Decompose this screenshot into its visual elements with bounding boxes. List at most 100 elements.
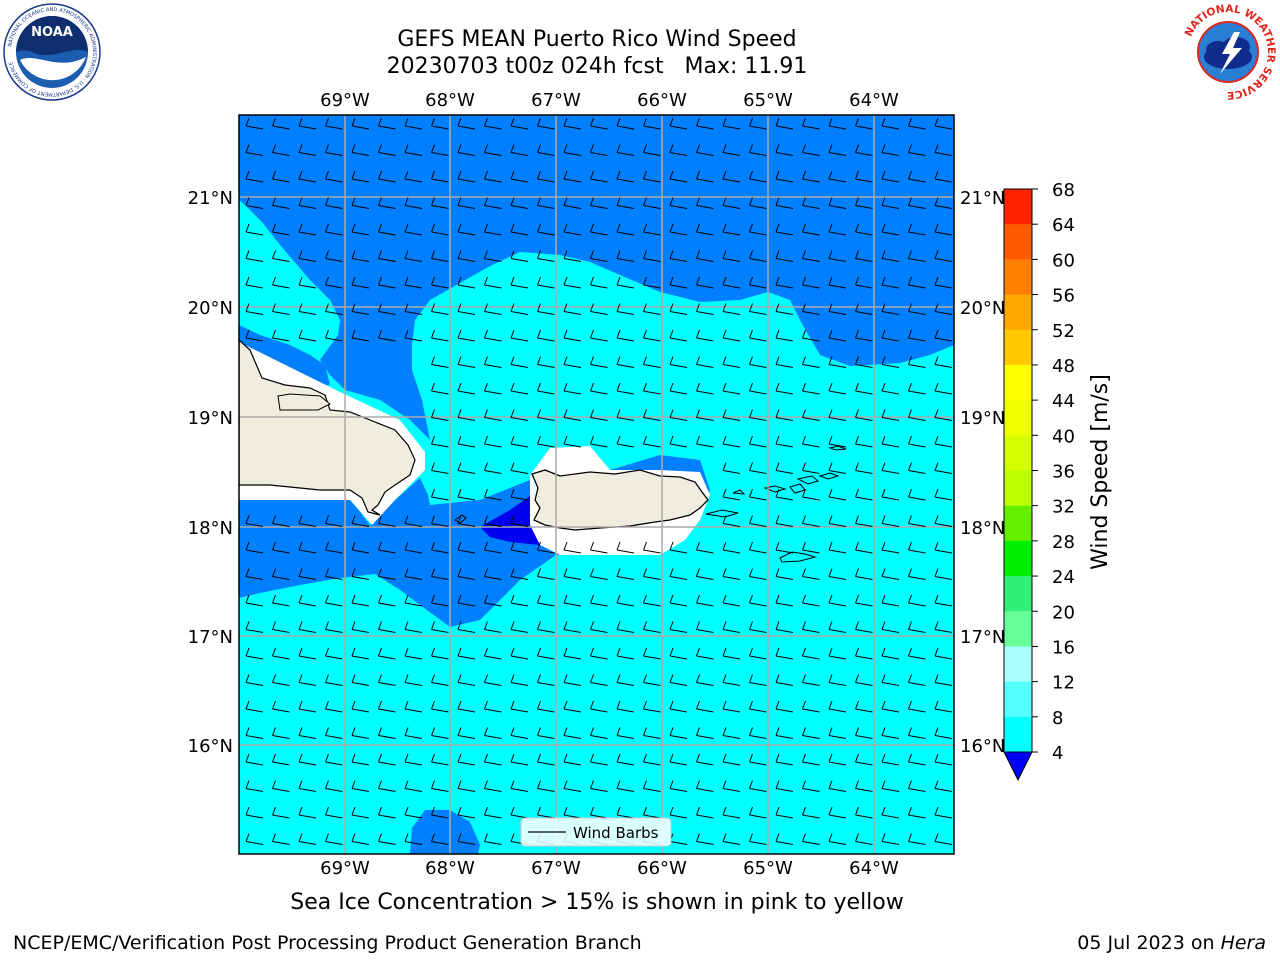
wind-barb — [722, 806, 741, 819]
wind-barb — [351, 170, 370, 183]
wind-barb — [351, 594, 370, 607]
wind-barb — [616, 197, 635, 209]
chart-subtitle: 20230703 t00z 024h fcst Max: 11.91 — [386, 54, 808, 79]
wind-barb — [537, 727, 555, 739]
wind-barb — [510, 382, 529, 395]
land-puerto-rico — [531, 469, 709, 531]
wind-barb — [908, 568, 926, 580]
wind-barb — [669, 250, 688, 262]
wind-barb — [669, 170, 688, 183]
wind-barb — [431, 303, 449, 315]
wind-barb — [855, 170, 873, 183]
wind-barb — [775, 144, 794, 156]
wind-barb — [881, 753, 900, 766]
wind-barb — [298, 117, 317, 130]
wind-barb — [351, 568, 370, 580]
wind-barb — [802, 700, 820, 713]
lon-label-bottom: 64°W — [849, 858, 899, 879]
wind-barb — [537, 647, 555, 660]
colorbar-tick-label: 24 — [1052, 567, 1075, 588]
colorbar-segment — [1004, 576, 1032, 612]
wind-barb — [563, 117, 582, 130]
wind-barb — [537, 780, 555, 792]
wind-barb — [749, 594, 767, 607]
wind-barb — [298, 833, 317, 845]
wind-barb — [563, 356, 582, 368]
wind-barb — [272, 674, 290, 686]
wind-barb — [855, 594, 873, 607]
land-vieques — [705, 509, 739, 518]
lat-label-left: 19°N — [188, 408, 233, 429]
wind-barb — [351, 753, 370, 766]
wind-barb — [881, 117, 900, 130]
wind-barb — [775, 700, 794, 713]
wind-barb — [325, 197, 343, 209]
wind-barb — [590, 276, 608, 289]
wind-barb — [431, 250, 449, 262]
wind-barb — [245, 806, 264, 819]
wind-barb — [828, 700, 847, 713]
wind-barb — [643, 276, 661, 289]
wind-barb — [908, 329, 926, 342]
wind-barb — [775, 303, 794, 315]
lon-label-top: 67°W — [531, 90, 581, 111]
wind-barb — [298, 780, 317, 792]
wind-barb — [722, 780, 741, 792]
wind-barb — [537, 276, 555, 289]
wind-barb — [245, 621, 264, 633]
wind-barb — [272, 621, 290, 633]
wind-barb — [590, 303, 608, 315]
wind-barb — [643, 647, 661, 660]
wind-barb — [590, 250, 608, 262]
wind-barb — [457, 329, 476, 342]
wind-barb — [881, 303, 900, 315]
wind-barb — [404, 303, 423, 315]
wind-barb — [643, 753, 661, 766]
wind-barb — [457, 541, 476, 554]
wind-barb — [351, 647, 370, 660]
wind-barb — [378, 594, 396, 607]
wind-barb — [749, 382, 767, 395]
wind-barb — [563, 621, 582, 633]
wind-barb — [510, 515, 529, 527]
wind-barb — [457, 568, 476, 580]
wind-barb — [934, 144, 953, 156]
wind-barb — [404, 594, 423, 607]
wind-barb — [934, 250, 953, 262]
wind-barb — [378, 223, 396, 236]
wind-barb — [563, 170, 582, 183]
wind-barb — [643, 409, 661, 421]
wind-barb — [245, 250, 264, 262]
wind-barb — [510, 170, 529, 183]
wind-barb — [908, 170, 926, 183]
wind-barb — [881, 806, 900, 819]
wind-barb — [590, 117, 608, 130]
wind-barb — [510, 753, 529, 766]
wind-barb — [934, 541, 953, 554]
wind-barb — [855, 515, 873, 527]
wind-barb — [404, 568, 423, 580]
wind-barb — [351, 621, 370, 633]
wind-barb — [749, 435, 767, 448]
lat-label-right: 16°N — [960, 736, 1005, 757]
wind-barb — [272, 303, 290, 315]
wind-barb — [775, 594, 794, 607]
wind-barb — [351, 515, 370, 527]
wind-barb — [431, 568, 449, 580]
wind-barb — [722, 435, 741, 448]
wind-barb — [908, 144, 926, 156]
land-hispaniola — [239, 339, 416, 516]
noaa-logo: NOAA NATIONAL OCEANIC AND ATMOSPHERIC AD… — [3, 3, 101, 101]
wind-barb — [431, 700, 449, 713]
colorbar: 68 64 60 56 52 48 44 40 36 32 28 24 20 16 12 8 4 — [1003, 180, 1075, 782]
wind-barb — [722, 568, 741, 580]
wind-barb — [802, 117, 820, 130]
wind-barb — [828, 753, 847, 766]
wind-barb — [881, 515, 900, 527]
wind-barb — [881, 170, 900, 183]
wind-barb — [934, 806, 953, 819]
wind-barb — [510, 197, 529, 209]
wind-barb — [616, 674, 635, 686]
wind-barb — [298, 303, 317, 315]
wind-barb — [775, 647, 794, 660]
